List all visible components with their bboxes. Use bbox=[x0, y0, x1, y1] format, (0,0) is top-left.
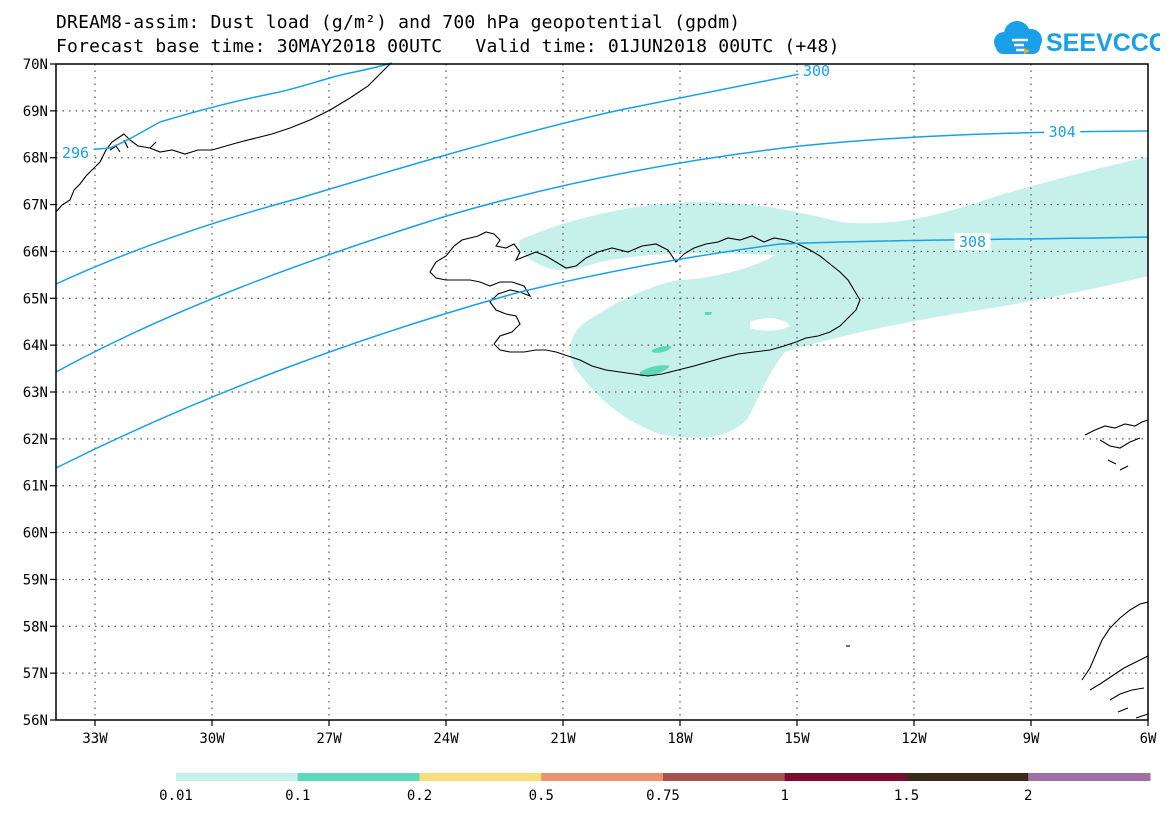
dust-hole bbox=[750, 318, 790, 331]
lat-tick-label: 60N bbox=[23, 526, 48, 542]
lat-tick-label: 56N bbox=[23, 713, 48, 729]
norway-coast-north bbox=[1084, 419, 1149, 471]
contour-label: 308 bbox=[959, 233, 986, 251]
lon-tick-label: 24W bbox=[433, 731, 459, 747]
dust-patch-0.1 bbox=[640, 365, 670, 377]
cloud-icon bbox=[994, 21, 1042, 54]
colorbar-label: 0.1 bbox=[285, 788, 310, 804]
lat-tick-label: 70N bbox=[23, 57, 48, 73]
lat-tick-label: 69N bbox=[23, 104, 48, 120]
lon-tick-label: 9W bbox=[1023, 731, 1040, 747]
contour-label-bg bbox=[954, 233, 991, 251]
colorbar-label: 0.5 bbox=[529, 788, 554, 804]
lat-tick-label: 61N bbox=[23, 479, 48, 495]
lat-lon-grid bbox=[56, 64, 1148, 720]
dust-patch-0.1 bbox=[652, 346, 672, 353]
colorbar-label: 0.2 bbox=[407, 788, 432, 804]
colorbar-swatch bbox=[176, 773, 299, 781]
lat-tick-label: 65N bbox=[23, 291, 48, 307]
colorbar-label: 0.01 bbox=[159, 788, 193, 804]
lon-tick-label: 27W bbox=[316, 731, 342, 747]
lat-tick-label: 66N bbox=[23, 244, 48, 260]
colorbar-label: 1.5 bbox=[894, 788, 919, 804]
contour-label-bg bbox=[57, 144, 94, 162]
contour-label: 300 bbox=[803, 62, 830, 80]
norway-coast-south bbox=[1081, 601, 1149, 719]
lon-tick-label: 6W bbox=[1140, 731, 1157, 747]
colorbar-label: 2 bbox=[1024, 788, 1032, 804]
iceland-coast bbox=[429, 231, 861, 377]
contour-300 bbox=[55, 73, 801, 285]
colorbar-swatch bbox=[906, 773, 1029, 781]
dust-hole bbox=[608, 270, 665, 288]
contour-296 bbox=[55, 62, 393, 154]
contour-304 bbox=[55, 130, 1149, 373]
lat-tick-label: 58N bbox=[23, 619, 48, 635]
colorbar-label: 1 bbox=[781, 788, 789, 804]
contour-label-bg bbox=[1044, 122, 1081, 140]
contour-label: 304 bbox=[1049, 123, 1076, 141]
colorbar-swatch bbox=[784, 773, 907, 781]
lat-tick-label: 67N bbox=[23, 198, 48, 214]
colorbar-swatch bbox=[419, 773, 542, 781]
dust-load-fill bbox=[519, 157, 1148, 438]
logo-text: SEEVCCC bbox=[1046, 29, 1160, 57]
lat-tick-label: 64N bbox=[23, 338, 48, 354]
coastlines bbox=[55, 63, 1149, 719]
colorbar-label: 0.75 bbox=[646, 788, 680, 804]
geopotential-contours bbox=[55, 62, 1149, 469]
lon-tick-label: 30W bbox=[199, 731, 225, 747]
contour-labels: 296 300 304 308 bbox=[57, 62, 1081, 251]
lon-tick-label: 18W bbox=[667, 731, 693, 747]
colorbar-swatch bbox=[541, 773, 664, 781]
contour-308 bbox=[55, 236, 1149, 469]
chart-subtitle: Forecast base time: 30MAY2018 00UTC Vali… bbox=[56, 36, 840, 57]
lon-tick-label: 15W bbox=[784, 731, 810, 747]
lon-tick-label: 21W bbox=[550, 731, 576, 747]
lat-tick-label: 57N bbox=[23, 666, 48, 682]
colorbar-swatch bbox=[297, 773, 420, 781]
seevccc-logo: SEEVCCC bbox=[994, 21, 1160, 57]
map-axes: 33W 30W 27W 24W 21W 18W 15W 12W 9W 6W 70N 69N 68N 67N… bbox=[23, 57, 1157, 747]
lat-tick-label: 62N bbox=[23, 432, 48, 448]
colorbar: 0.01 0.1 0.2 0.5 0.75 1 1.5 2 bbox=[159, 773, 1151, 804]
dust-patch-0.1 bbox=[705, 312, 712, 315]
contour-label-bg bbox=[798, 62, 835, 80]
colorbar-swatch bbox=[663, 773, 786, 781]
dust-plume-0.01 bbox=[519, 157, 1148, 438]
lon-tick-label: 12W bbox=[901, 731, 927, 747]
lat-tick-label: 63N bbox=[23, 385, 48, 401]
contour-label: 296 bbox=[62, 144, 89, 162]
lon-tick-label: 33W bbox=[82, 731, 108, 747]
chart-title: DREAM8-assim: Dust load (g/m²) and 700 h… bbox=[56, 12, 741, 33]
lat-tick-label: 59N bbox=[23, 572, 48, 588]
colorbar-swatch bbox=[1028, 773, 1151, 781]
greenland-coast bbox=[55, 63, 391, 213]
lat-tick-label: 68N bbox=[23, 151, 48, 167]
